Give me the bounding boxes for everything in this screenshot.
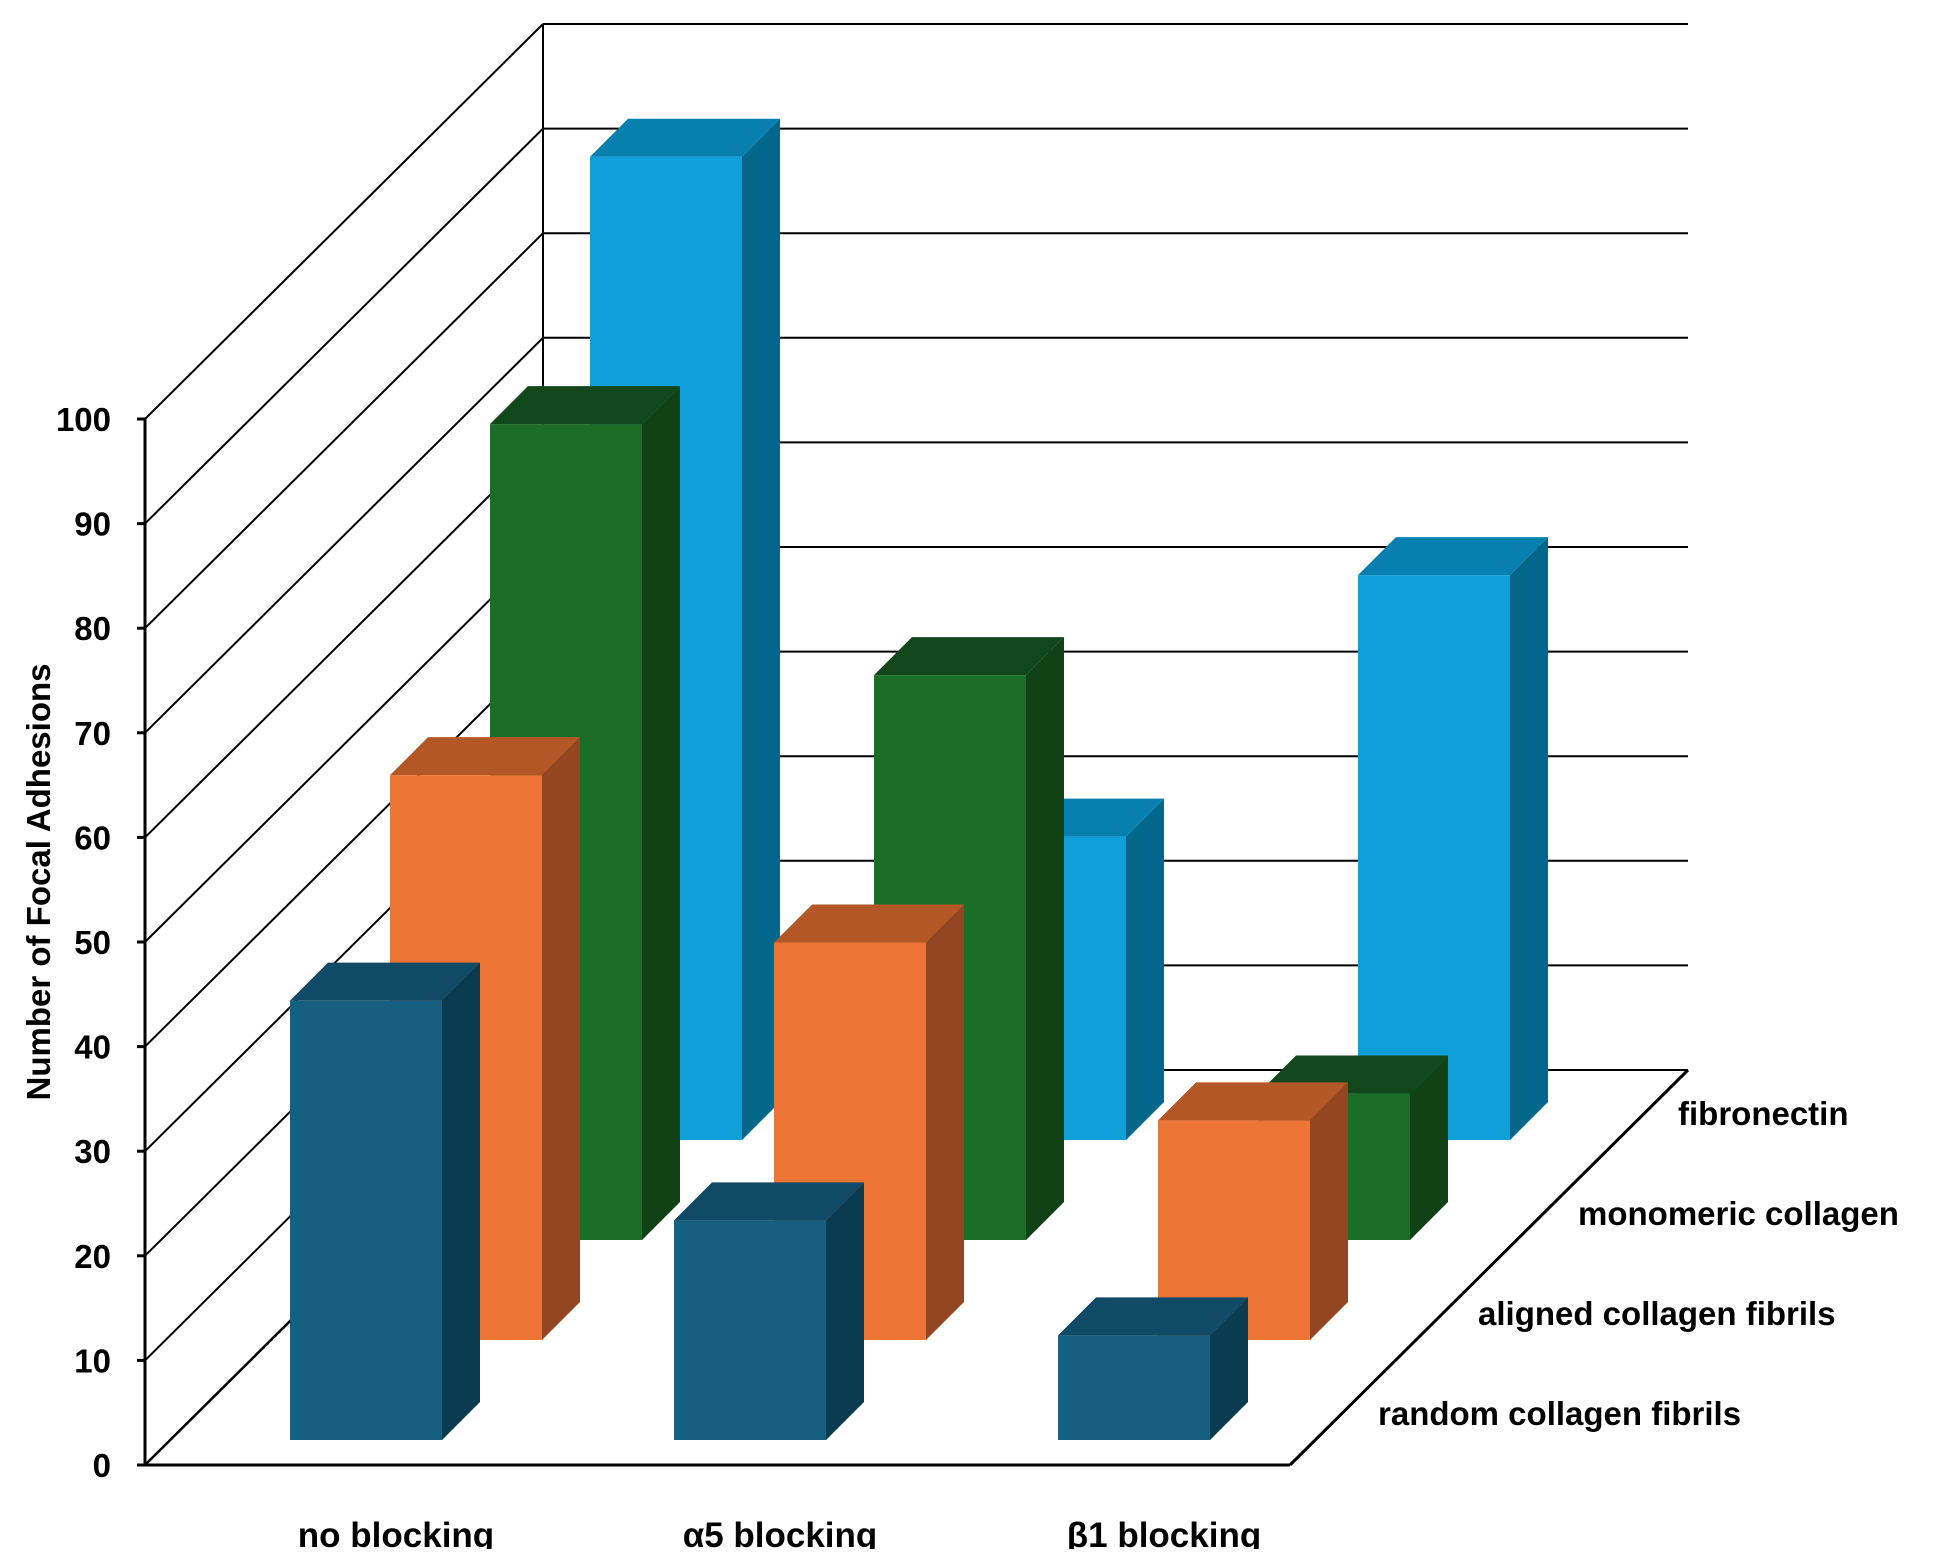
side-gridline	[144, 23, 544, 420]
category-label: α5 blocking	[683, 1516, 878, 1549]
bar-top-face	[390, 737, 580, 776]
y-tick-label: 100	[56, 401, 111, 438]
bar-top-face	[590, 118, 780, 157]
bar-front-face	[1058, 1335, 1210, 1440]
y-tick-label: 10	[74, 1342, 111, 1379]
category-label: no blocking	[298, 1516, 494, 1549]
side-gridline	[144, 127, 544, 525]
bar-side-face	[642, 386, 680, 1240]
side-gridline	[144, 441, 544, 839]
y-tick-label: 80	[74, 610, 111, 647]
y-tick-label: 0	[93, 1447, 111, 1484]
bar-0-1	[674, 1182, 864, 1440]
y-tick-label: 90	[74, 506, 111, 543]
bar-3-2	[1358, 537, 1548, 1140]
axis-labels: 0 10 20 30 40 50 60 70 80 90 100 Number of Focal Ad…	[20, 401, 1899, 1554]
bar-top-face	[674, 1182, 864, 1221]
bar-top-face	[1058, 1297, 1248, 1336]
series-label: random collagen fibrils	[1378, 1395, 1741, 1432]
bar-front-face	[290, 1000, 442, 1440]
side-gridline	[144, 232, 544, 629]
side-gridline	[144, 337, 544, 734]
depth-axis-line	[1288, 1068, 1690, 1467]
bar-side-face	[442, 962, 480, 1440]
bar-side-face	[1026, 637, 1064, 1240]
series-label: fibronectin	[1678, 1095, 1849, 1132]
y-axis-title: Number of Focal Adhesions	[20, 664, 57, 1101]
bar-top-face	[874, 637, 1064, 676]
bar-top-face	[290, 962, 480, 1001]
y-tick-label: 60	[74, 819, 111, 856]
bar-side-face	[1210, 1297, 1248, 1440]
bar-top-face	[490, 386, 680, 425]
bar-top-face	[1158, 1082, 1348, 1121]
side-gridline	[144, 546, 544, 943]
bar-front-face	[674, 1220, 826, 1440]
y-tick-label: 50	[74, 924, 111, 961]
series-label: aligned collagen fibrils	[1478, 1295, 1836, 1332]
bar-front-face	[1358, 575, 1510, 1140]
bar-top-face	[774, 904, 964, 943]
bar-side-face	[1126, 798, 1164, 1140]
bar-side-face	[1310, 1082, 1348, 1340]
bar-side-face	[826, 1182, 864, 1440]
series-label: monomeric collagen	[1578, 1195, 1899, 1232]
category-label: β1 blocking	[1067, 1516, 1261, 1549]
y-tick-label: 30	[74, 1133, 111, 1170]
bar-0-0	[290, 962, 480, 1440]
side-gridline	[144, 650, 544, 1048]
bar-side-face	[926, 904, 964, 1340]
bar-side-face	[742, 118, 780, 1140]
y-tick-label: 20	[74, 1238, 111, 1275]
bar-side-face	[1510, 537, 1548, 1140]
bars	[290, 118, 1548, 1440]
y-tick-label: 70	[74, 715, 111, 752]
bar-side-face	[542, 737, 580, 1340]
bar-0-2	[1058, 1297, 1248, 1440]
bar-side-face	[1410, 1055, 1448, 1240]
y-tick-label: 40	[74, 1029, 111, 1066]
bar-top-face	[1358, 537, 1548, 576]
